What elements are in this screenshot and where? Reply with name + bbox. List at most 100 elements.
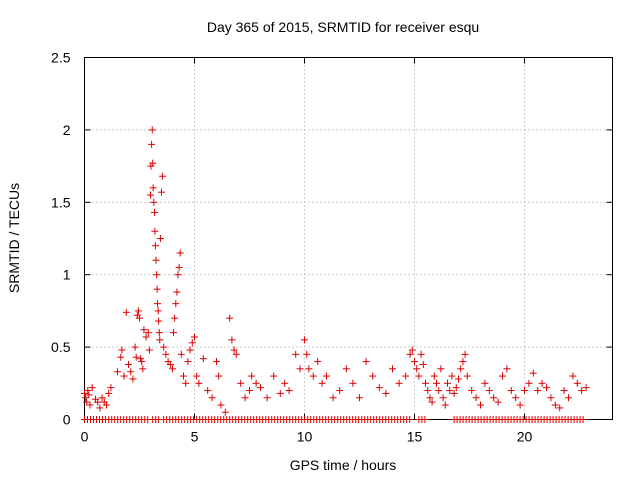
data-point [149, 184, 157, 192]
data-point [481, 379, 489, 387]
chart-title: Day 365 of 2015, SRMTID for receiver esq… [207, 19, 479, 35]
data-point [281, 379, 289, 387]
data-point [136, 314, 143, 322]
data-point [406, 350, 414, 358]
data-point [137, 355, 145, 363]
data-point [457, 365, 465, 373]
data-point [314, 358, 322, 366]
data-point [246, 387, 253, 395]
data-point [428, 398, 436, 406]
data-point [556, 404, 564, 412]
data-point [569, 372, 577, 380]
data-point [408, 346, 416, 354]
data-point [538, 379, 546, 387]
data-point [188, 339, 196, 347]
data-point [159, 172, 167, 180]
data-point [296, 365, 304, 373]
data-point [162, 350, 170, 358]
data-point [186, 346, 194, 354]
data-point [171, 314, 179, 322]
data-point [230, 346, 238, 354]
data-point [154, 307, 162, 315]
data-point [547, 394, 555, 402]
x-tick-label: 15 [407, 429, 423, 445]
data-point [149, 159, 157, 167]
data-point [477, 401, 484, 409]
data-point [411, 358, 418, 366]
data-point [107, 384, 115, 392]
data-point [512, 394, 520, 402]
data-point [191, 333, 198, 341]
data-point [444, 379, 451, 387]
x-tick-label: 10 [297, 429, 313, 445]
data-point [521, 387, 528, 395]
data-point [292, 350, 300, 358]
data-point [139, 365, 147, 373]
data-point [147, 162, 155, 170]
x-tick-label: 5 [191, 429, 199, 445]
data-point [349, 379, 357, 387]
data-point [155, 329, 163, 337]
data-point [204, 387, 212, 395]
data-point [120, 372, 128, 380]
data-point [180, 372, 187, 380]
data-point [208, 394, 216, 402]
data-point [430, 372, 438, 380]
data-point [98, 394, 106, 402]
data-point [422, 379, 429, 387]
data-point [375, 384, 383, 392]
data-point [148, 140, 156, 148]
data-point [406, 416, 414, 423]
data-point [103, 401, 110, 409]
data-point [455, 375, 462, 383]
data-point [450, 389, 458, 397]
data-point [241, 394, 249, 402]
y-tick-label: 0 [63, 412, 71, 428]
data-point [582, 384, 590, 392]
data-point [154, 300, 162, 308]
data-point [285, 387, 293, 395]
data-point [132, 353, 140, 361]
y-axis-title: SRMTID / TECUs [6, 183, 22, 293]
data-point [578, 387, 586, 395]
data-points [81, 126, 590, 423]
data-point [579, 416, 587, 423]
data-point [172, 300, 180, 308]
data-point [134, 307, 142, 315]
data-point [362, 358, 370, 366]
data-point [105, 389, 113, 397]
data-point [446, 387, 454, 395]
y-tick-label: 2 [63, 122, 71, 138]
data-point [419, 360, 427, 368]
data-point [426, 394, 434, 402]
data-point [195, 379, 203, 387]
data-point [402, 372, 410, 380]
data-point [389, 365, 396, 373]
data-point [543, 384, 550, 392]
data-point [439, 394, 447, 402]
data-point [88, 384, 96, 392]
data-point [237, 379, 245, 387]
data-point [114, 368, 121, 376]
data-point [153, 285, 161, 293]
data-point [323, 372, 330, 380]
data-point [309, 372, 317, 380]
data-point [472, 394, 480, 402]
data-point [494, 398, 502, 406]
data-point [193, 372, 201, 380]
data-point [551, 401, 559, 409]
data-point [433, 379, 440, 387]
axis-ticks: 0 5 10 15 20 0 0.5 1 1.5 2 2.5 [51, 50, 613, 445]
data-point [148, 126, 156, 134]
data-point [147, 191, 154, 199]
data-point [516, 401, 524, 409]
data-point [199, 355, 207, 363]
data-point [142, 333, 150, 341]
data-point [156, 336, 164, 344]
data-point [125, 360, 132, 368]
data-point [144, 329, 152, 337]
data-point [499, 372, 506, 380]
data-point [96, 404, 104, 412]
data-point [175, 263, 183, 271]
